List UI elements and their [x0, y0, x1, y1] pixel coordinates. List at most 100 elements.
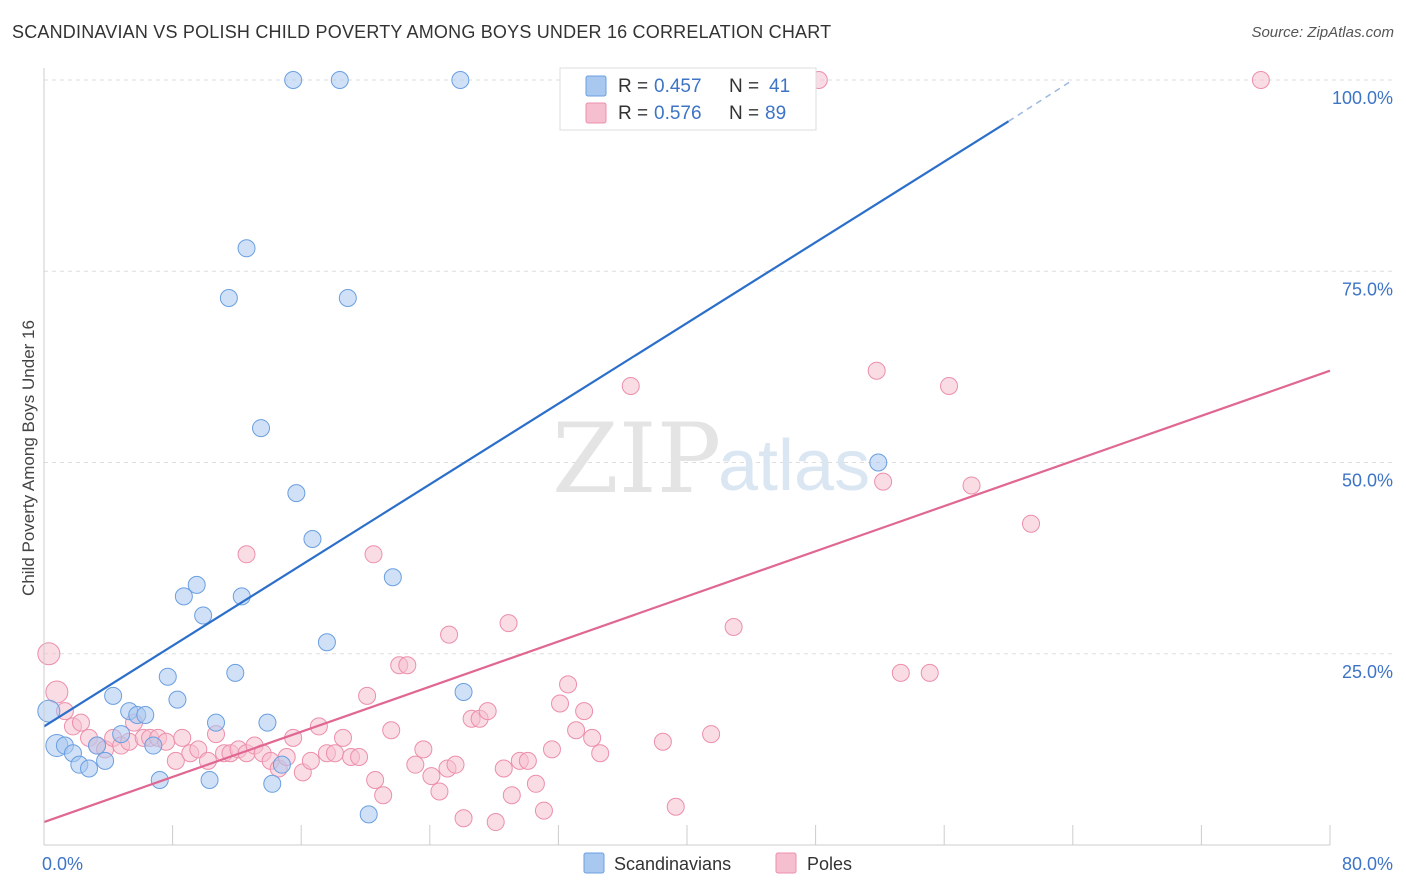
- poles-point: [621, 377, 640, 395]
- poles-point: [920, 663, 939, 682]
- stats-r-label-poles: R =: [618, 103, 648, 124]
- poles-point: [551, 694, 570, 713]
- scandinavians-point: [200, 770, 219, 789]
- stats-n-label-poles: N =: [729, 103, 759, 124]
- scandinavians-point: [80, 759, 99, 778]
- poles-point: [189, 740, 208, 759]
- poles-point: [454, 809, 473, 828]
- scandinavians-point: [317, 633, 336, 652]
- watermark-atlas: atlas: [718, 426, 870, 506]
- scandinavians-point: [168, 690, 187, 709]
- poles-point: [940, 377, 959, 395]
- poles-point: [962, 476, 981, 495]
- scandinavians-point: [187, 575, 206, 594]
- poles-trend-line: [43, 369, 1331, 824]
- scandinavians-point: [174, 587, 193, 606]
- x-tick-label: 0.0%: [42, 854, 83, 874]
- points-layer: [37, 71, 1270, 832]
- series-legend: Scandinavians Poles: [583, 852, 852, 874]
- scandinavians-point: [112, 725, 131, 744]
- poles-point: [333, 728, 352, 747]
- poles-point: [526, 774, 545, 793]
- poles-point: [414, 740, 433, 759]
- poles-point: [37, 642, 61, 666]
- y-axis-label: Child Poverty Among Boys Under 16: [19, 320, 38, 596]
- scandinavians-point: [272, 755, 291, 774]
- scandinavians-point: [150, 770, 169, 789]
- poles-point: [575, 702, 594, 721]
- stats-n-value-scandinavians: 41: [769, 76, 790, 97]
- scandinavians-point: [263, 774, 282, 793]
- scandinavians-point: [303, 530, 322, 548]
- poles-point: [382, 721, 401, 740]
- source-credit: Source: ZipAtlas.com: [1251, 24, 1394, 41]
- scandinavians-point: [158, 667, 177, 686]
- poles-point: [874, 472, 893, 491]
- poles-point: [502, 786, 521, 805]
- grid-layer: [44, 79, 1393, 655]
- poles-point: [440, 625, 459, 644]
- scandinavians-point: [252, 419, 271, 438]
- scandinavians-point: [226, 663, 245, 682]
- scandinavians-point: [96, 751, 115, 770]
- poles-point: [71, 713, 90, 732]
- scandinavians-point: [144, 736, 163, 755]
- scandinavians-point: [136, 705, 155, 724]
- poles-point: [422, 767, 441, 786]
- poles-point: [1022, 514, 1041, 533]
- poles-point: [724, 617, 743, 636]
- axis-layer: 25.0% 50.0% 75.0% 100.0% 0.0% 80.0%: [42, 68, 1393, 874]
- scandinavians-point: [237, 239, 256, 258]
- poles-point: [583, 728, 602, 747]
- poles-point: [406, 755, 425, 774]
- scandinavians-trend-extension: [1008, 79, 1074, 122]
- poles-point: [301, 751, 320, 770]
- poles-point: [559, 675, 578, 694]
- scandinavians-point: [219, 289, 238, 308]
- poles-point: [653, 732, 672, 751]
- poles-point: [478, 702, 497, 721]
- scandinavians-point: [88, 736, 107, 755]
- x-tick-label: 80.0%: [1342, 854, 1393, 874]
- poles-point: [891, 663, 910, 682]
- poles-point: [350, 748, 369, 767]
- poles-point: [446, 755, 465, 774]
- poles-point: [591, 744, 610, 763]
- stats-r-label-scandinavians: R =: [618, 76, 648, 97]
- scandinavians-point: [194, 606, 213, 625]
- poles-point: [358, 686, 377, 705]
- poles-point: [666, 797, 685, 816]
- poles-point: [534, 801, 553, 820]
- scandinavians-point: [869, 453, 888, 472]
- poles-point: [325, 744, 344, 763]
- stats-n-label-scandinavians: N =: [729, 76, 759, 97]
- scandinavians-point: [287, 484, 306, 503]
- poles-point: [366, 770, 385, 789]
- poles-point: [499, 614, 518, 633]
- scandinavians-point: [454, 683, 473, 701]
- scandinavians-point: [451, 71, 470, 89]
- poles-point: [867, 361, 886, 380]
- scandinavians-trend-line: [43, 120, 1010, 728]
- stats-legend: R = 0.457 N = 41 R = 0.576 N = 89: [559, 67, 817, 131]
- poles-point: [1251, 71, 1270, 89]
- scandinavians-point: [338, 289, 357, 308]
- scandinavians-point: [284, 71, 303, 89]
- poles-point: [486, 813, 505, 832]
- poles-point: [398, 656, 417, 675]
- poles-point: [237, 545, 256, 564]
- scandinavians-point: [330, 71, 349, 89]
- y-tick-label: 25.0%: [1342, 662, 1393, 682]
- watermark-zip: ZIP: [552, 403, 721, 515]
- legend-label-scandinavians: Scandinavians: [614, 854, 731, 874]
- stats-r-value-scandinavians: 0.457: [654, 76, 702, 97]
- poles-point: [166, 751, 185, 770]
- trend-layer: [43, 79, 1331, 824]
- scandinavians-point: [383, 568, 402, 587]
- legend-swatch-scandinavians: [583, 852, 605, 874]
- poles-point: [702, 725, 721, 744]
- poles-point: [173, 728, 192, 747]
- scandinavians-point: [207, 713, 226, 732]
- stats-swatch-scandinavians: [585, 75, 607, 97]
- poles-point: [494, 759, 513, 778]
